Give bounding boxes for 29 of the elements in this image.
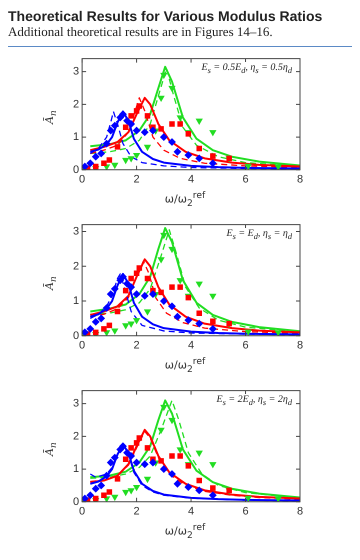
- annotation: E$_{s}$ = 2E$_{d}$, η$_{s}$ = 2η$_{d}$: [216, 394, 292, 407]
- x-tick-label: 8: [296, 505, 304, 518]
- x-tick-label: 4: [188, 173, 194, 186]
- annotation: E$_{s}$ = E$_{d}$, η$_{s}$ = η$_{d}$: [226, 228, 292, 241]
- y-tick-label: 0: [72, 330, 80, 342]
- y-tick-label: 3: [72, 226, 80, 238]
- y-tick-label: 3: [72, 398, 80, 410]
- x-tick-label: 6: [242, 173, 249, 186]
- y-tick-label: 0: [72, 164, 80, 176]
- chart-title: Theoretical Results for Various Modulus Ratios: [8, 8, 324, 24]
- y-tick-label: 2: [72, 430, 80, 442]
- x-tick-label: 4: [188, 505, 194, 518]
- x-tick-label: 6: [242, 339, 249, 352]
- y-tick-label: 1: [72, 295, 80, 308]
- y-tick-label: 2: [72, 98, 80, 110]
- y-tick-label: 1: [72, 463, 80, 476]
- chart-subtitle: Additional theoretical results are in Figures 14–16.: [8, 24, 274, 40]
- x-tick-label: 8: [296, 173, 304, 186]
- x-tick-label: 2: [134, 339, 140, 352]
- x-tick-label: 2: [134, 173, 140, 186]
- x-tick-label: 2: [134, 505, 140, 518]
- x-tick-label: 4: [188, 339, 194, 352]
- x-tick-label: 8: [296, 339, 304, 352]
- x-tick-label: 6: [242, 505, 249, 518]
- y-tick-label: 3: [72, 66, 80, 78]
- y-tick-label: 2: [72, 260, 80, 272]
- y-tick-label: 1: [72, 131, 80, 144]
- y-tick-label: 0: [72, 496, 80, 508]
- annotation: E$_{s}$ = 0.5E$_{d}$, η$_{s}$ = 0.5η$_{d}$: [202, 62, 292, 75]
